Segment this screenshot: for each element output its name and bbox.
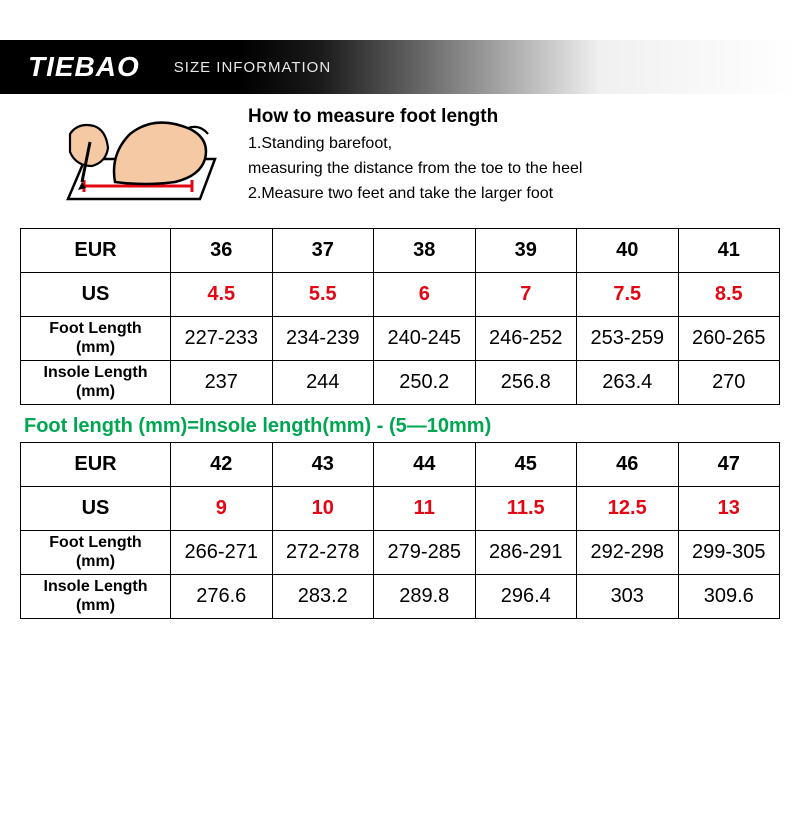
us-cell: 6 [374,273,476,317]
us-cell: 7.5 [577,273,679,317]
foot-cell: 253-259 [577,317,679,361]
eur-cell: 43 [272,443,374,487]
foot-cell: 266-271 [171,531,273,575]
conversion-formula: Foot length (mm)=Insole length(mm) - (5—… [24,415,800,438]
us-cell: 9 [171,487,273,531]
size-table-1: EUR 36 37 38 39 40 41 US 4.5 5.5 6 7 7.5… [20,228,780,405]
table-row: EUR 36 37 38 39 40 41 [21,229,780,273]
us-cell: 7 [475,273,577,317]
us-cell: 10 [272,487,374,531]
eur-cell: 45 [475,443,577,487]
row-label-us: US [21,273,171,317]
insole-cell: 256.8 [475,361,577,405]
table-row: Foot Length(mm) 266-271 272-278 279-285 … [21,531,780,575]
insole-cell: 263.4 [577,361,679,405]
table-row: Insole Length(mm) 237 244 250.2 256.8 26… [21,361,780,405]
table-row: Foot Length(mm) 227-233 234-239 240-245 … [21,317,780,361]
table-row: EUR 42 43 44 45 46 47 [21,443,780,487]
insole-cell: 303 [577,575,679,619]
foot-cell: 272-278 [272,531,374,575]
us-cell: 5.5 [272,273,374,317]
insole-cell: 296.4 [475,575,577,619]
row-label-us: US [21,487,171,531]
insole-cell: 283.2 [272,575,374,619]
instruction-block: How to measure foot length 1.Standing ba… [0,94,800,222]
us-cell: 8.5 [678,273,780,317]
insole-cell: 270 [678,361,780,405]
eur-cell: 41 [678,229,780,273]
brand-logo: TIEBAO [28,51,140,83]
insole-cell: 244 [272,361,374,405]
insole-cell: 237 [171,361,273,405]
eur-cell: 40 [577,229,679,273]
instruction-text: How to measure foot length 1.Standing ba… [248,104,582,206]
eur-cell: 46 [577,443,679,487]
foot-cell: 260-265 [678,317,780,361]
us-cell: 13 [678,487,780,531]
eur-cell: 37 [272,229,374,273]
table-row: US 9 10 11 11.5 12.5 13 [21,487,780,531]
insole-cell: 309.6 [678,575,780,619]
size-table-2: EUR 42 43 44 45 46 47 US 9 10 11 11.5 12… [20,442,780,619]
row-label-eur: EUR [21,229,171,273]
foot-cell: 292-298 [577,531,679,575]
row-label-insole: Insole Length(mm) [21,575,171,619]
foot-cell: 227-233 [171,317,273,361]
foot-measure-icon [60,104,230,214]
us-cell: 12.5 [577,487,679,531]
instruction-line-1: 1.Standing barefoot, [248,132,582,157]
us-cell: 11.5 [475,487,577,531]
eur-cell: 44 [374,443,476,487]
row-label-foot: Foot Length(mm) [21,317,171,361]
us-cell: 4.5 [171,273,273,317]
foot-cell: 246-252 [475,317,577,361]
row-label-insole: Insole Length(mm) [21,361,171,405]
eur-cell: 38 [374,229,476,273]
instruction-line-2: measuring the distance from the toe to t… [248,157,582,182]
foot-cell: 299-305 [678,531,780,575]
eur-cell: 42 [171,443,273,487]
insole-cell: 276.6 [171,575,273,619]
insole-cell: 250.2 [374,361,476,405]
eur-cell: 39 [475,229,577,273]
table-row: Insole Length(mm) 276.6 283.2 289.8 296.… [21,575,780,619]
row-label-foot: Foot Length(mm) [21,531,171,575]
foot-cell: 279-285 [374,531,476,575]
instruction-title: How to measure foot length [248,106,582,128]
header-subtitle: SIZE INFORMATION [174,59,331,76]
instruction-line-3: 2.Measure two feet and take the larger f… [248,182,582,207]
us-cell: 11 [374,487,476,531]
foot-cell: 240-245 [374,317,476,361]
table-row: US 4.5 5.5 6 7 7.5 8.5 [21,273,780,317]
row-label-eur: EUR [21,443,171,487]
header-band: TIEBAO SIZE INFORMATION [0,40,800,94]
insole-cell: 289.8 [374,575,476,619]
foot-cell: 286-291 [475,531,577,575]
eur-cell: 47 [678,443,780,487]
foot-cell: 234-239 [272,317,374,361]
eur-cell: 36 [171,229,273,273]
